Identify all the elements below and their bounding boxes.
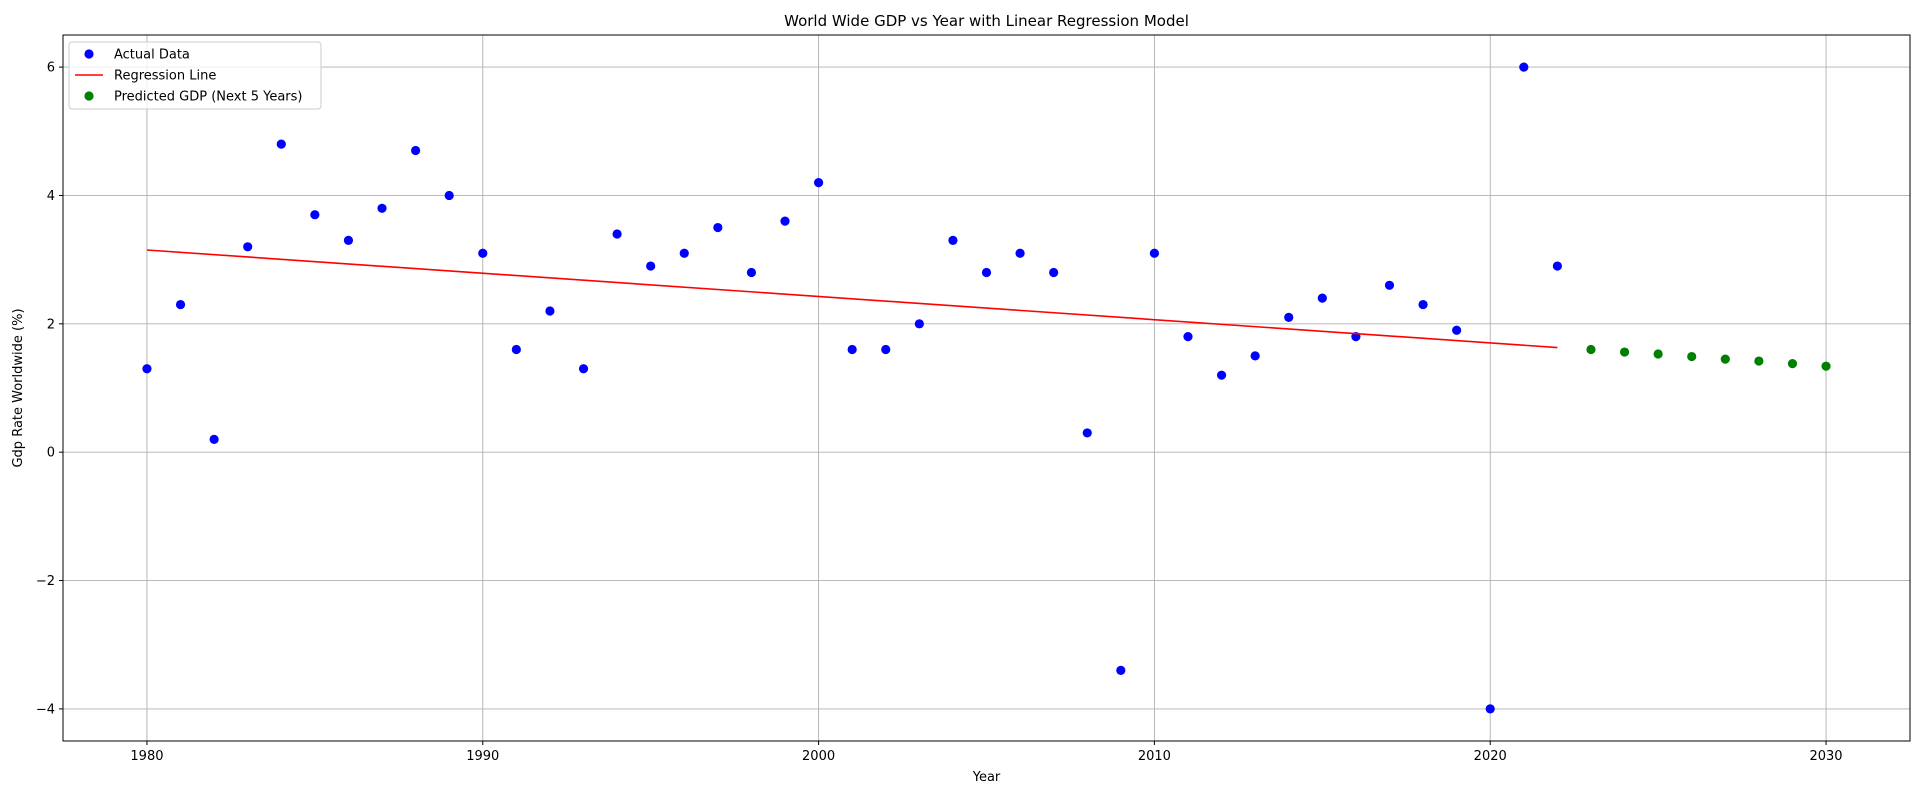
legend: Actual Data Regression Line Predicted GD… xyxy=(68,41,322,110)
x-tick-label: 1990 xyxy=(466,749,499,764)
plot-area-frame xyxy=(62,34,1911,742)
legend-label-predicted-gdp: Predicted GDP (Next 5 Years) xyxy=(114,90,302,105)
actual-data-point xyxy=(478,248,488,258)
actual-data-point xyxy=(310,210,320,220)
y-tick-label: 0 xyxy=(47,446,55,461)
predicted-gdp-point xyxy=(1720,354,1730,364)
predicted-gdp-point xyxy=(1653,349,1663,359)
x-tick-label: 1980 xyxy=(130,749,163,764)
legend-marker-actual-data xyxy=(84,49,94,59)
predicted-gdp-point xyxy=(1619,347,1630,357)
actual-data-point xyxy=(1317,293,1327,303)
actual-data-point xyxy=(444,190,454,201)
predicted-gdp-point xyxy=(1821,361,1831,371)
actual-data-point xyxy=(881,344,891,355)
actual-data-point xyxy=(981,267,992,278)
x-tick-label: 2000 xyxy=(802,749,835,764)
actual-data-point xyxy=(1082,428,1092,438)
actual-data-point xyxy=(343,235,354,245)
predicted-gdp-point xyxy=(1687,351,1697,362)
actual-data-point xyxy=(948,235,958,245)
data-layer xyxy=(142,62,1831,714)
actual-data-point xyxy=(1116,665,1126,676)
actual-data-point xyxy=(780,216,790,226)
actual-data-point xyxy=(142,364,152,374)
y-tick-label: 2 xyxy=(47,317,55,332)
actual-data-point xyxy=(1284,312,1294,322)
grid-layer xyxy=(63,35,1910,741)
actual-data-point xyxy=(209,434,219,444)
predicted-gdp-point xyxy=(1787,359,1798,369)
x-tick-label: 2010 xyxy=(1138,749,1171,764)
actual-data-point xyxy=(914,319,924,329)
actual-data-point xyxy=(545,306,555,316)
actual-data-point xyxy=(1452,325,1462,335)
legend-label-actual-data: Actual Data xyxy=(114,48,190,63)
actual-data-point xyxy=(1552,261,1562,271)
actual-data-point xyxy=(411,145,421,156)
y-tick-label: 4 xyxy=(47,189,55,204)
y-tick-label: −4 xyxy=(36,702,55,717)
predicted-gdp-point xyxy=(1754,356,1764,366)
legend-box xyxy=(68,41,322,110)
actual-data-point xyxy=(1485,704,1495,714)
actual-data-point xyxy=(813,178,824,188)
y-tick-label: −2 xyxy=(36,574,55,589)
actual-data-point xyxy=(679,248,689,258)
actual-data-point xyxy=(1015,248,1025,258)
regression-line xyxy=(146,249,1558,349)
y-axis-label: Gdp Rate Worldwide (%) xyxy=(11,308,26,467)
actual-data-point xyxy=(276,139,286,149)
actual-data-point xyxy=(243,242,253,252)
actual-data-point xyxy=(377,203,387,213)
actual-data-point xyxy=(1519,62,1529,72)
x-tick-label: 2020 xyxy=(1474,749,1507,764)
actual-data-point xyxy=(1418,299,1428,310)
x-tick-label: 2030 xyxy=(1809,749,1842,764)
predicted-gdp-point xyxy=(1586,344,1596,355)
actual-data-point xyxy=(175,299,186,310)
actual-data-point xyxy=(746,267,757,278)
actual-data-point xyxy=(1250,351,1260,361)
actual-data-point xyxy=(1049,267,1059,278)
actual-data-point xyxy=(1183,332,1193,342)
actual-data-point xyxy=(511,344,521,355)
actual-data-point xyxy=(847,344,857,355)
actual-data-point xyxy=(713,222,723,233)
actual-data-point xyxy=(578,364,589,374)
y-tick-label: 6 xyxy=(47,61,55,76)
axis-ticks: 1980 1990 2000 2010 2020 2030 −4 −2 0 2 4 6 xyxy=(36,61,1843,764)
legend-marker-predicted-gdp xyxy=(84,91,94,101)
actual-data-point xyxy=(612,229,622,239)
actual-data-point xyxy=(1216,370,1227,380)
x-axis-label: Year xyxy=(972,770,1001,785)
chart-title: World Wide GDP vs Year with Linear Regre… xyxy=(784,12,1189,30)
legend-label-regression-line: Regression Line xyxy=(114,69,216,84)
actual-data-point xyxy=(646,261,656,271)
actual-data-point xyxy=(1384,280,1395,290)
actual-data-point xyxy=(1149,248,1160,258)
